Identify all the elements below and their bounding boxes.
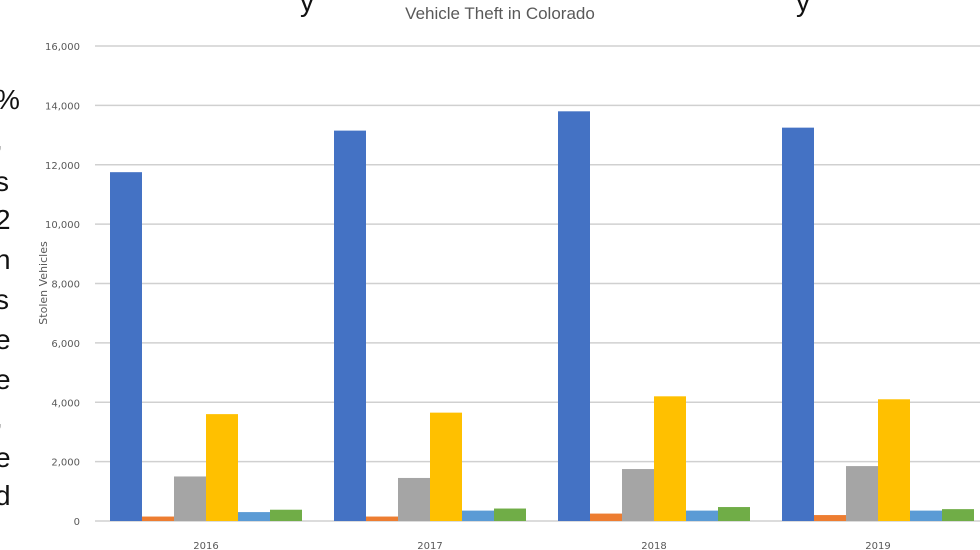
cropped-letter: s bbox=[0, 284, 9, 315]
bar bbox=[718, 507, 750, 521]
y-tick-label: 14,000 bbox=[45, 101, 80, 112]
bar bbox=[430, 412, 462, 521]
cropped-text-fragment: y bbox=[796, 0, 810, 17]
cropped-letter: d bbox=[0, 480, 11, 507]
bar bbox=[142, 516, 174, 521]
bar bbox=[238, 512, 270, 521]
bar bbox=[910, 510, 942, 521]
bar bbox=[110, 172, 142, 521]
cropped-letter: e bbox=[0, 364, 11, 395]
y-tick-label: 4,000 bbox=[51, 398, 80, 409]
cropped-side-text: % , s 2 n s e e , e d bbox=[0, 86, 20, 506]
bar bbox=[398, 477, 430, 521]
bar bbox=[206, 414, 238, 521]
x-axis-ticks: 2016 2017 2018 2019 bbox=[193, 541, 890, 550]
bar bbox=[462, 510, 494, 521]
bar bbox=[654, 396, 686, 521]
bar bbox=[558, 111, 590, 521]
bar bbox=[270, 509, 302, 521]
cropped-letter: n bbox=[0, 244, 11, 275]
bar bbox=[814, 515, 846, 521]
cropped-letter: , bbox=[0, 126, 3, 154]
cropped-text-fragment: y bbox=[300, 0, 314, 17]
y-tick-label: 16,000 bbox=[45, 42, 80, 53]
cropped-letter: e bbox=[0, 324, 11, 355]
y-axis-ticks: 0 2,000 4,000 6,000 8,000 10,000 12,000 14,000 1… bbox=[45, 42, 80, 528]
bar bbox=[686, 510, 718, 521]
bar bbox=[334, 130, 366, 521]
x-tick-label: 2018 bbox=[641, 541, 666, 550]
bar bbox=[942, 509, 974, 521]
y-tick-label: 6,000 bbox=[51, 339, 80, 350]
bars bbox=[110, 111, 974, 521]
bar bbox=[590, 513, 622, 521]
bar bbox=[174, 476, 206, 521]
cropped-letter: s bbox=[0, 166, 9, 197]
chart-title: Vehicle Theft in Colorado bbox=[405, 4, 595, 23]
cropped-letter: 2 bbox=[0, 204, 11, 235]
cropped-letter: , bbox=[0, 404, 3, 432]
bar bbox=[494, 508, 526, 521]
cropped-letter: e bbox=[0, 442, 11, 473]
cropped-letter: % bbox=[0, 86, 20, 114]
bar bbox=[782, 127, 814, 521]
y-tick-label: 2,000 bbox=[51, 458, 80, 469]
y-tick-label: 8,000 bbox=[51, 280, 80, 291]
bar bbox=[878, 399, 910, 521]
x-tick-label: 2017 bbox=[417, 541, 442, 550]
y-axis-label: Stolen Vehicles bbox=[37, 241, 50, 325]
x-tick-label: 2016 bbox=[193, 541, 218, 550]
y-tick-label: 10,000 bbox=[45, 220, 80, 231]
bar bbox=[622, 469, 654, 521]
x-tick-label: 2019 bbox=[865, 541, 890, 550]
bar bbox=[846, 466, 878, 521]
y-tick-label: 12,000 bbox=[45, 161, 80, 172]
bar bbox=[366, 516, 398, 521]
y-tick-label: 0 bbox=[74, 517, 80, 528]
